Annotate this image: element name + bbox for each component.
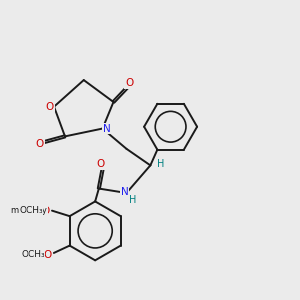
Text: OCH₃: OCH₃ — [19, 206, 43, 215]
Text: H: H — [129, 195, 137, 205]
Text: O: O — [42, 206, 50, 216]
Text: N: N — [103, 124, 111, 134]
Text: O: O — [97, 159, 105, 169]
Text: H: H — [157, 158, 164, 169]
Text: O: O — [125, 78, 134, 88]
Text: O: O — [36, 139, 44, 149]
Text: O: O — [46, 102, 54, 112]
Text: N: N — [121, 187, 128, 197]
Text: methoxy: methoxy — [10, 206, 47, 215]
Text: OCH₃: OCH₃ — [21, 250, 45, 259]
Text: O: O — [44, 250, 52, 260]
